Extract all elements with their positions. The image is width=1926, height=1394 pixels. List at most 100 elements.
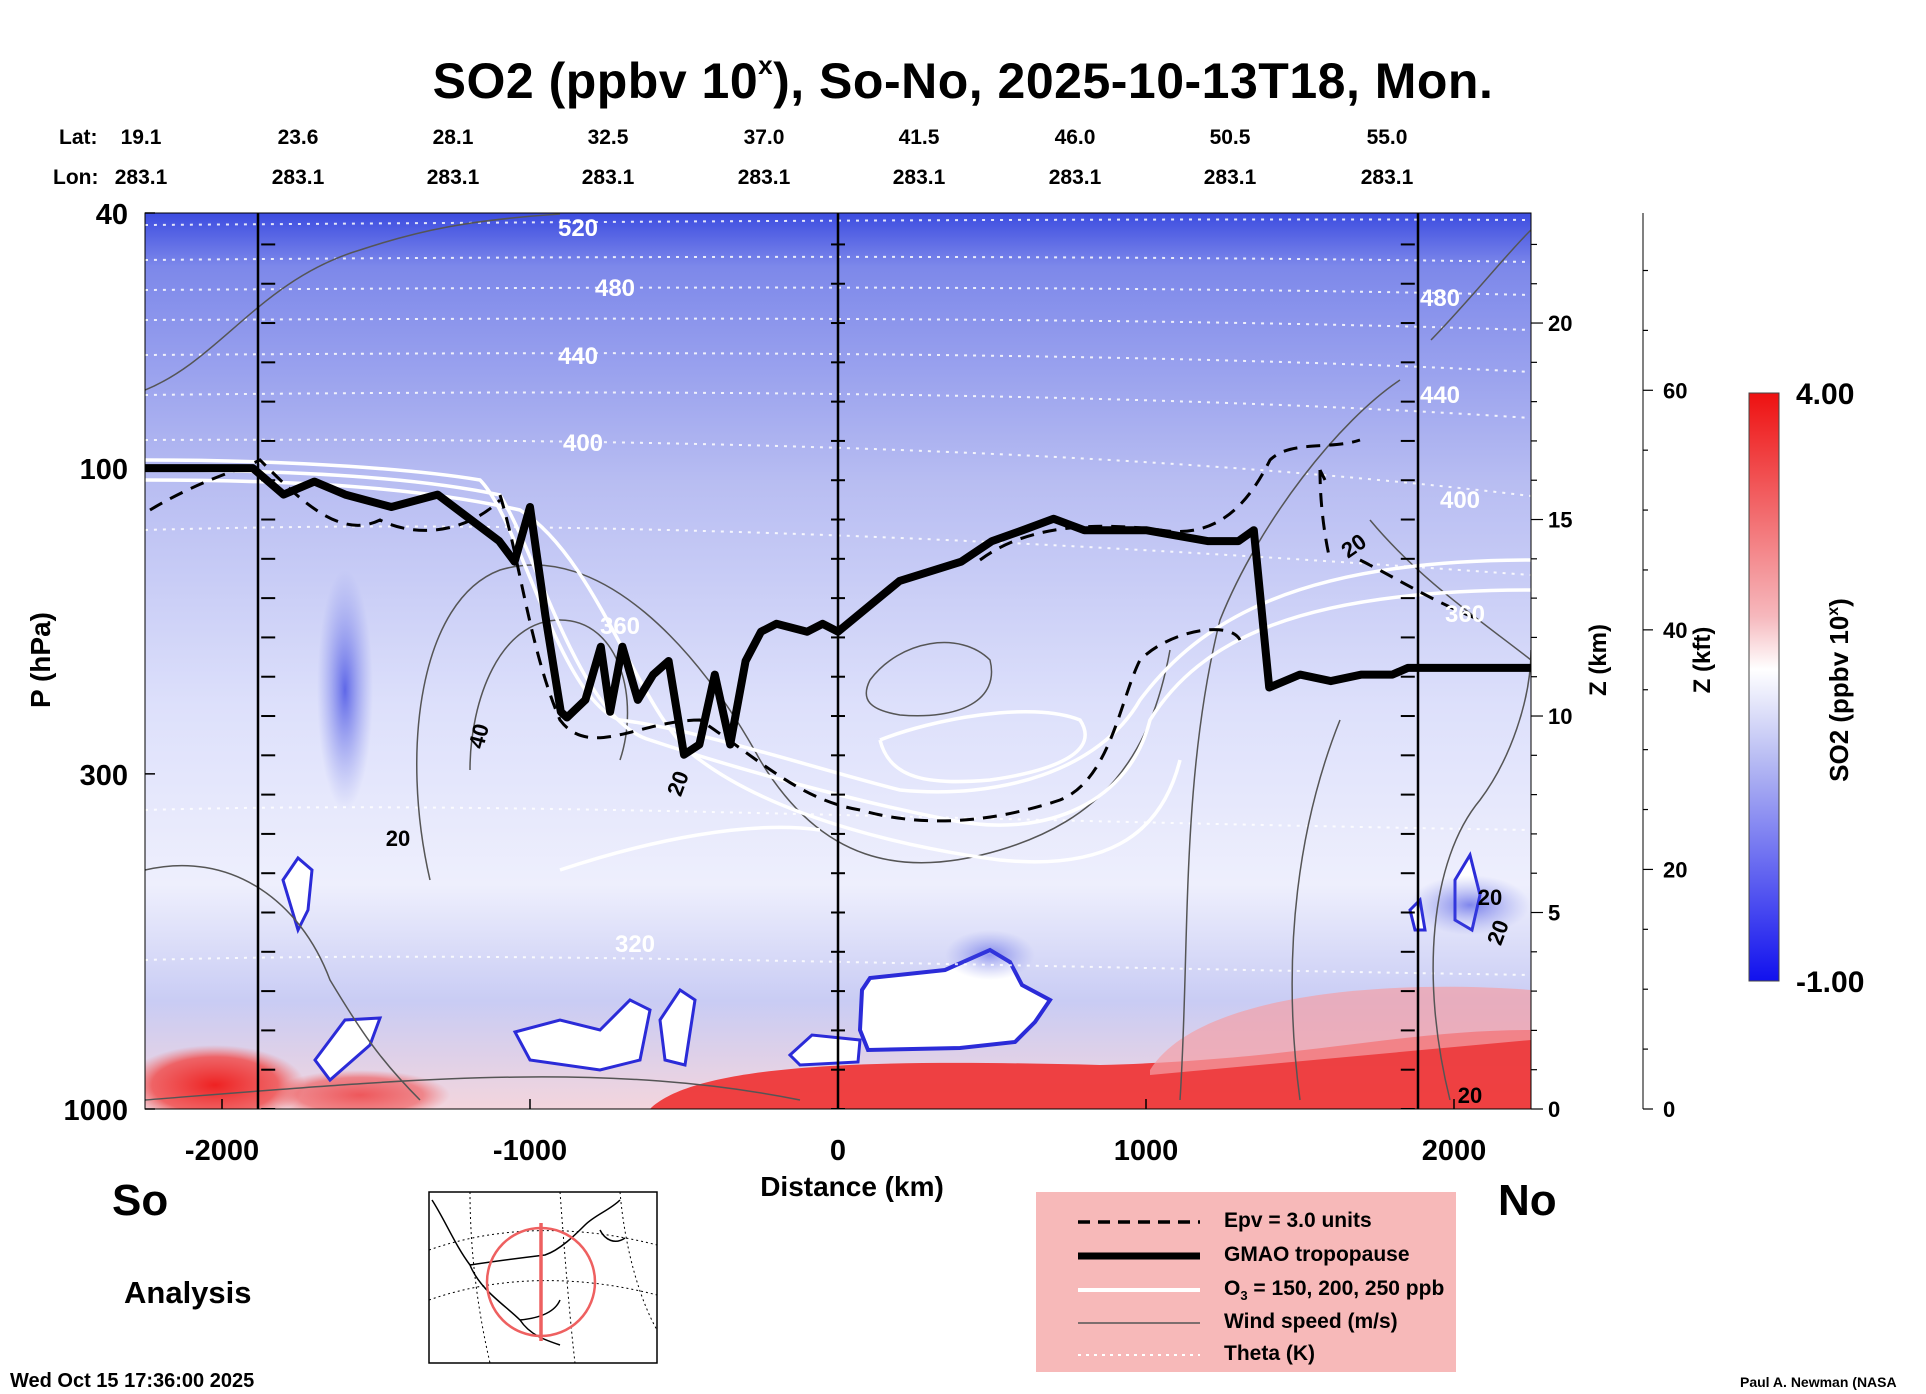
wind-contour-2 (145, 864, 421, 1101)
legend-theta-label: Theta (K) (1224, 1342, 1315, 1365)
lat-value: 46.0 (1054, 126, 1096, 149)
red-surface-patch-west (145, 1045, 305, 1109)
title-prefix: SO2 (ppbv 10 (432, 53, 759, 109)
theta-line-460 (145, 317, 1531, 331)
ozone-line-inner (878, 710, 1087, 784)
y-axis-km: 0 5 10 15 20 (1530, 213, 1572, 1122)
y-axis-km-label: Z (km) (1585, 624, 1612, 696)
kft-tick-label: 60 (1663, 378, 1687, 403)
lon-value: 283.1 (892, 166, 946, 189)
y-left-tick-label: 100 (80, 454, 128, 486)
y-axis-left-label: P (hPa) (25, 612, 56, 708)
x-tick-label: -2000 (185, 1135, 259, 1167)
vertical-line-ticks (261, 243, 1415, 1109)
epv-line-3 (979, 438, 1361, 562)
legend-ozone-suffix: = 150, 200, 250 ppb (1247, 1277, 1445, 1300)
lat-value: 37.0 (743, 126, 785, 149)
white-cloud-region-plume (281, 855, 314, 935)
lon-value: 283.1 (1360, 166, 1414, 189)
wind-speed-label: 20 (1458, 1083, 1482, 1108)
legend-tropopause-label: GMAO tropopause (1224, 1243, 1410, 1266)
lat-row-label: Lat: (59, 126, 98, 149)
theta-label: 400 (1440, 487, 1480, 514)
theta-line-500 (145, 255, 1531, 263)
theta-label: 520 (558, 215, 598, 242)
theta-label: 480 (595, 275, 635, 302)
theta-label: 360 (1445, 601, 1485, 628)
wind-speed-label: 20 (1478, 885, 1502, 910)
white-cloud-region-west (512, 998, 652, 1072)
white-cloud-region-west-2 (658, 987, 697, 1067)
legend-wind-label: Wind speed (m/s) (1224, 1310, 1398, 1333)
lon-value: 283.1 (1048, 166, 1102, 189)
kft-tick-label: 0 (1663, 1097, 1675, 1122)
locator-map-frame (428, 1191, 658, 1364)
y-left-tick-label: 300 (80, 760, 128, 792)
theta-line-340 (145, 806, 1531, 831)
chart-title: SO2 (ppbv 10x), So-No, 2025-10-13T18, Mo… (0, 50, 1926, 110)
pink-boundary-layer (1150, 986, 1531, 1075)
theta-label: 320 (615, 931, 655, 958)
colorbar-title-sup: x (1825, 607, 1842, 616)
theta-line-440 (145, 352, 1531, 373)
wind-speed-label: 20 (386, 826, 410, 851)
y-left-tick-label: 1000 (63, 1095, 128, 1127)
theta-labels: 520 480 440 400 360 480 440 400 360 320 (558, 215, 1485, 958)
legend-ozone-label: O3 = 150, 200, 250 ppb (1224, 1277, 1444, 1303)
timestamp: Wed Oct 15 17:36:00 2025 (10, 1370, 255, 1392)
x-axis: -2000 -1000 0 1000 2000 (185, 1099, 1486, 1167)
theta-label: 400 (563, 430, 603, 457)
lat-value: 41.5 (898, 126, 940, 149)
plot-area (145, 213, 1531, 1109)
theta-label: 360 (600, 613, 640, 640)
white-cloud-region-center-2 (787, 1033, 862, 1067)
theta-contours (145, 218, 1531, 976)
wind-contour-8 (1432, 649, 1531, 1101)
wind-contour-9 (1369, 519, 1531, 661)
wind-contour-1 (145, 213, 561, 391)
lon-value: 283.1 (581, 166, 635, 189)
ozone-line-lower (559, 825, 821, 872)
kft-tick-label: 20 (1663, 857, 1687, 882)
km-tick-label: 5 (1548, 901, 1560, 926)
legend-epv-label: Epv = 3.0 units (1224, 1209, 1372, 1232)
blue-patch-center (945, 930, 1035, 980)
lat-value: 50.5 (1209, 126, 1251, 149)
theta-label: 480 (1420, 285, 1460, 312)
x-tick-label: 0 (830, 1135, 846, 1167)
locator-map (428, 1191, 658, 1364)
km-tick-label: 0 (1548, 1097, 1560, 1122)
lat-value: 23.6 (277, 126, 319, 149)
epv-line-4 (1359, 558, 1481, 622)
map-coastlines (431, 1199, 626, 1346)
lon-value: 283.1 (1203, 166, 1257, 189)
lon-value: 283.1 (426, 166, 480, 189)
lat-value: 32.5 (587, 126, 629, 149)
y-axis-kft: 0 20 40 60 (1642, 213, 1687, 1122)
colorbar-title: SO2 (ppbv 10x) (1824, 598, 1854, 782)
epv-line-5 (1318, 469, 1332, 561)
colorbar-title-suffix: ) (1824, 598, 1854, 607)
ozone-line-150 (145, 458, 1531, 794)
wind-contour-5 (865, 641, 993, 717)
wind-contour-3 (416, 564, 1171, 881)
wind-contour-11 (1430, 229, 1531, 341)
theta-label: 440 (1420, 382, 1460, 409)
gmao-tropopause-line (145, 464, 1531, 759)
analysis-label: Analysis (124, 1275, 252, 1310)
lat-value: 19.1 (120, 126, 162, 149)
km-tick-label: 10 (1548, 704, 1572, 729)
red-surface-patch-west-2 (270, 1070, 450, 1109)
lon-value: 283.1 (737, 166, 791, 189)
colorbar-min-label: -1.00 (1796, 966, 1864, 999)
theta-label: 440 (558, 343, 598, 370)
km-tick-label: 20 (1548, 311, 1572, 336)
theta-line-420 (145, 391, 1531, 419)
colorbar-title-prefix: SO2 (ppbv 10 (1824, 616, 1854, 782)
lon-value: 283.1 (114, 166, 168, 189)
ozone-line-200 (145, 468, 1531, 827)
theta-line-480 (145, 286, 1531, 296)
y-left-tick-label: 40 (96, 199, 128, 231)
wind-contour-4 (469, 619, 629, 771)
